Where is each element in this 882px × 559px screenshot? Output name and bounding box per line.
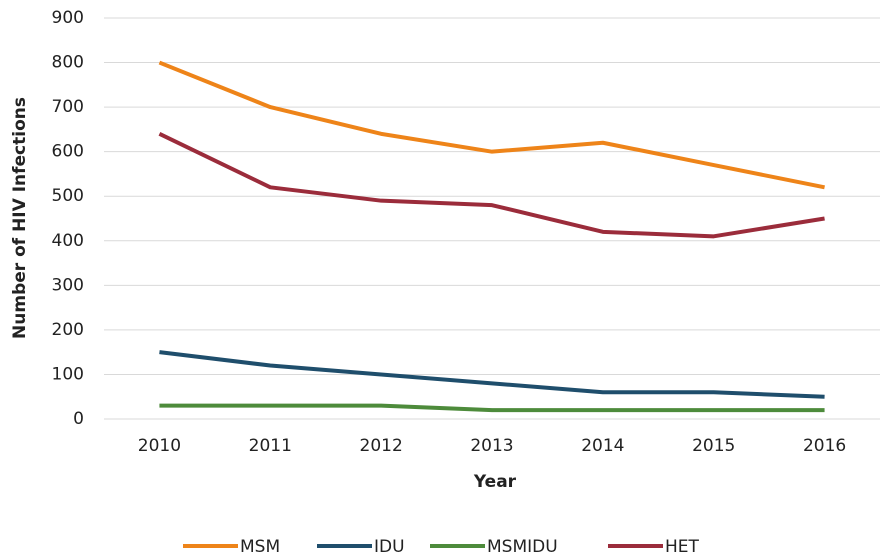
x-axis-title: Year (473, 472, 517, 492)
x-tick-label: 2012 (360, 436, 403, 456)
y-tick-label: 800 (52, 53, 84, 73)
y-tick-label: 200 (52, 320, 84, 340)
y-axis-title: Number of HIV Infections (10, 97, 30, 339)
y-tick-label: 0 (73, 409, 84, 429)
series-line (158, 60, 825, 190)
x-tick-label: 2013 (470, 436, 513, 456)
y-tick-label: 600 (52, 142, 84, 162)
series-line (159, 350, 825, 399)
legend-label: HET (665, 537, 700, 557)
x-tick-label: 2010 (138, 436, 181, 456)
y-tick-label: 700 (52, 97, 84, 117)
y-tick-label: 500 (52, 186, 84, 206)
x-tick-label: 2015 (692, 436, 735, 456)
x-tick-label: 2016 (803, 436, 846, 456)
series-line (159, 403, 825, 413)
x-tick-label: 2014 (581, 436, 624, 456)
y-tick-label: 400 (52, 231, 84, 251)
y-tick-label: 900 (52, 8, 84, 28)
y-tick-label: 300 (52, 275, 84, 295)
x-tick-label: 2011 (249, 436, 292, 456)
legend-label: MSM (240, 537, 280, 557)
y-tick-label: 100 (52, 364, 84, 384)
legend-label: MSMIDU (487, 537, 558, 557)
legend-label: IDU (374, 537, 405, 557)
series-line (158, 132, 825, 239)
